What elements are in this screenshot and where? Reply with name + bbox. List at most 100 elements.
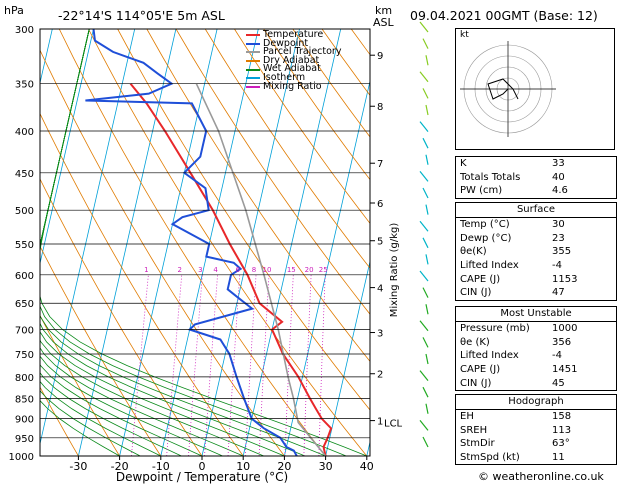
x-tick-label: 30 xyxy=(319,460,333,473)
isotherm-line xyxy=(40,29,136,446)
wind-barb xyxy=(422,237,429,249)
surface-label: CIN (J) xyxy=(460,287,492,299)
isotherm-line xyxy=(0,29,11,456)
km-tick-label: 4 xyxy=(377,284,383,295)
mixing-ratio-label: 8 xyxy=(252,266,256,274)
wind-barb xyxy=(419,420,429,431)
surface-value: 1153 xyxy=(552,273,578,285)
wind-barb xyxy=(425,304,429,315)
hodograph-title: Hodograph xyxy=(456,395,616,410)
wet-adiabat-line xyxy=(40,29,347,456)
hodograph-plot xyxy=(460,41,556,137)
mixing-ratio-line xyxy=(258,274,270,456)
wind-barb xyxy=(422,436,429,448)
mixing-ratio-label: 3 xyxy=(198,266,202,274)
dry-adiabat-line xyxy=(234,29,370,225)
wind-barb xyxy=(419,71,429,83)
wet-adiabat-line xyxy=(40,29,326,456)
mu-label: CAPE (J) xyxy=(460,364,501,376)
mixing-ratio-label: 15 xyxy=(287,266,296,274)
pressure-tick-label: 650 xyxy=(15,299,34,310)
x-tick-label: -30 xyxy=(69,460,87,473)
pressure-tick-label: 1000 xyxy=(9,452,34,463)
x-tick-label: 0 xyxy=(199,460,206,473)
mu-label: Lifted Index xyxy=(460,350,519,362)
legend-item: Temperature xyxy=(246,29,341,40)
x-tick-label: -20 xyxy=(111,460,129,473)
index-value: 40 xyxy=(552,171,565,183)
dry-adiabat-line xyxy=(204,29,370,269)
isotherm-line xyxy=(40,29,94,266)
surface-label: CAPE (J) xyxy=(460,273,501,285)
hodograph-panel: kt xyxy=(455,28,615,150)
hodo-label: SREH xyxy=(460,424,488,436)
legend-item: Dewpoint xyxy=(246,37,341,49)
mu-label: Pressure (mb) xyxy=(460,323,530,335)
hodo-value: 11 xyxy=(552,452,565,464)
legend-swatch xyxy=(246,77,260,80)
mixing-ratio-label: 2 xyxy=(178,266,182,274)
isotherm-line xyxy=(201,29,300,456)
legend: Temperature Dewpoint Parcel Trajectory Dry … xyxy=(246,29,341,92)
mixing-ratio-line xyxy=(284,274,294,456)
x-tick-label: 10 xyxy=(236,460,250,473)
isotherm-line xyxy=(325,259,370,456)
isotherm-line xyxy=(242,29,342,456)
legend-label: Dewpoint xyxy=(263,37,309,49)
surface-value: -4 xyxy=(552,260,562,272)
legend-swatch xyxy=(246,51,260,54)
wind-barb xyxy=(419,370,429,381)
mixing-ratio-label: 4 xyxy=(213,266,218,274)
hodo-label: StmSpd (kt) xyxy=(460,452,520,464)
km-tick-label: 6 xyxy=(377,199,383,210)
isotherm-line xyxy=(160,29,259,456)
pressure-tick-label: 850 xyxy=(15,394,34,405)
hodograph-table: Hodograph EH 158 SREH 113 StmDir 63° StmSpd… xyxy=(455,394,617,466)
date-label: 09.04.2021 00GMT (Base: 12) xyxy=(410,8,598,23)
legend-label: Mixing Ratio xyxy=(263,80,322,92)
mixing-ratio-line xyxy=(204,274,218,456)
wind-barb xyxy=(422,386,429,398)
mixing-ratio-line xyxy=(244,274,257,456)
index-value: 4.6 xyxy=(552,185,568,197)
mixing-ratio-label: 1 xyxy=(144,266,148,274)
mu-value: 356 xyxy=(552,336,572,348)
legend-label: Isotherm xyxy=(263,71,306,83)
wind-barb xyxy=(425,254,429,265)
km-tick-label: 1 xyxy=(377,417,383,428)
mixing-ratio-line xyxy=(166,274,183,456)
wind-barb xyxy=(422,88,429,99)
wind-barb xyxy=(425,353,429,365)
legend-swatch xyxy=(246,85,260,88)
mu-label: θe (K) xyxy=(460,336,490,348)
wind-barb xyxy=(422,38,429,49)
temperature-profile xyxy=(129,83,333,456)
legend-item: Dry Adiabat xyxy=(246,56,341,66)
x-axis-label: Dewpoint / Temperature (°C) xyxy=(116,470,288,484)
most-unstable-title: Most Unstable xyxy=(456,307,616,322)
mu-value: 1000 xyxy=(552,323,578,335)
isotherm-line xyxy=(119,29,218,456)
wind-barb xyxy=(425,154,429,165)
surface-value: 355 xyxy=(552,246,572,258)
x-tick-label: 40 xyxy=(360,460,374,473)
legend-item: Isotherm xyxy=(246,71,341,83)
km-tick-label: 3 xyxy=(377,329,383,340)
hodograph-unit: kt xyxy=(460,30,469,40)
pressure-tick-label: 950 xyxy=(15,434,34,445)
pressure-tick-label: 300 xyxy=(15,25,34,36)
mixing-ratio-label: 10 xyxy=(263,266,272,274)
mixing-ratio-line xyxy=(188,274,203,456)
index-label: K xyxy=(460,158,467,170)
km-tick-label: 9 xyxy=(377,51,383,62)
surface-label: Lifted Index xyxy=(460,260,519,272)
legend-label: Temperature xyxy=(263,29,324,40)
surface-value: 23 xyxy=(552,232,565,244)
dry-adiabat-line xyxy=(40,314,120,456)
pressure-tick-label: 400 xyxy=(15,127,34,138)
mixing-ratio-axis-label: Mixing Ratio (g/kg) xyxy=(389,223,400,318)
wind-barb xyxy=(422,287,429,298)
asl-label: ASL xyxy=(373,16,394,29)
most-unstable-table: Most Unstable Pressure (mb) 1000 θe (K) 35… xyxy=(455,306,617,391)
